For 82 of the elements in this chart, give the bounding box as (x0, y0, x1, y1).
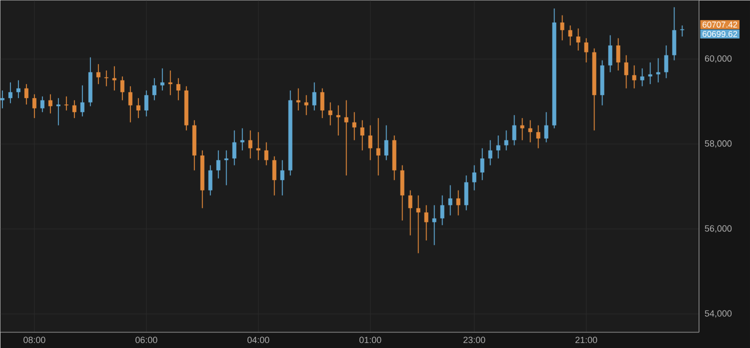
y-tick-label: 58,000 (704, 140, 732, 148)
candlestick (352, 112, 356, 141)
candlestick (528, 120, 532, 143)
candlestick (456, 190, 460, 216)
candlestick (328, 102, 332, 126)
candlestick (432, 204, 436, 246)
candlestick (560, 14, 564, 41)
candlestick (504, 130, 508, 151)
candlestick (344, 100, 348, 176)
candlestick (632, 64, 636, 89)
x-tick-label: 04:00 (247, 336, 270, 343)
candlestick (384, 124, 388, 160)
candlestick (120, 76, 124, 101)
candlestick (128, 86, 132, 123)
x-tick-label: 23:00 (464, 336, 486, 343)
candlestick (16, 80, 20, 98)
candlestick (464, 174, 468, 211)
candlestick (248, 130, 252, 159)
candlestick (232, 130, 236, 166)
candlestick (320, 88, 324, 118)
candlestick (488, 140, 492, 166)
candlestick (208, 164, 212, 196)
candlestick (640, 68, 644, 87)
candlestick (296, 88, 300, 111)
candlestick (408, 190, 412, 236)
candlestick (584, 38, 588, 63)
candlestick (144, 90, 148, 117)
candlestick (664, 44, 668, 78)
x-tick-label: 21:00 (575, 336, 598, 343)
candlestick (152, 78, 156, 101)
candlestick (160, 68, 164, 91)
x-tick-label: 01:00 (359, 336, 382, 343)
candlestick (312, 82, 316, 111)
candlestick (80, 84, 84, 117)
candlestick (40, 96, 44, 112)
candlestick (376, 118, 380, 176)
candlestick (360, 120, 364, 151)
candlestick (264, 142, 268, 166)
candlestick (24, 84, 28, 105)
text: 60707.42 (702, 22, 738, 28)
candlestick (112, 66, 116, 91)
candlestick (32, 94, 36, 118)
candlestick (304, 94, 308, 116)
candlestick (424, 204, 428, 241)
candlestick (72, 100, 76, 118)
candlestick (656, 58, 660, 83)
candlestick (136, 98, 140, 118)
candlestick (480, 148, 484, 180)
text: 60699.62 (702, 30, 738, 37)
candlestick (576, 28, 580, 51)
candlestick (280, 160, 284, 196)
candlestick (536, 124, 540, 149)
y-tick-label: 60,000 (704, 55, 732, 63)
candlestick (496, 134, 500, 159)
candlestick (448, 184, 452, 216)
candlestick (472, 164, 476, 191)
x-tick-label: 08:00 (24, 336, 46, 343)
candlestick (336, 104, 340, 136)
candlestick (416, 194, 420, 254)
candlestick (512, 114, 516, 146)
candlestick (0, 90, 4, 109)
candlestick (608, 34, 612, 73)
candlestick (368, 124, 372, 160)
y-tick-label: 54,000 (704, 310, 732, 318)
candlestick (616, 38, 620, 71)
candlestick (240, 128, 244, 151)
candlestick (256, 132, 260, 160)
candlestick (272, 156, 276, 196)
candlestick (48, 94, 52, 114)
candlestick (216, 150, 220, 179)
candlestick (624, 54, 628, 89)
candlestick (648, 62, 652, 84)
candlestick (64, 96, 68, 111)
candlestick (8, 82, 12, 104)
y-tick-label: 56,000 (704, 225, 732, 233)
candlestick (520, 118, 524, 141)
candlestick (568, 24, 572, 46)
candlestick (176, 78, 180, 101)
x-tick-label: 06:00 (136, 336, 158, 343)
candlestick (440, 194, 444, 226)
candlestick (544, 112, 548, 143)
candlestick (96, 64, 100, 84)
